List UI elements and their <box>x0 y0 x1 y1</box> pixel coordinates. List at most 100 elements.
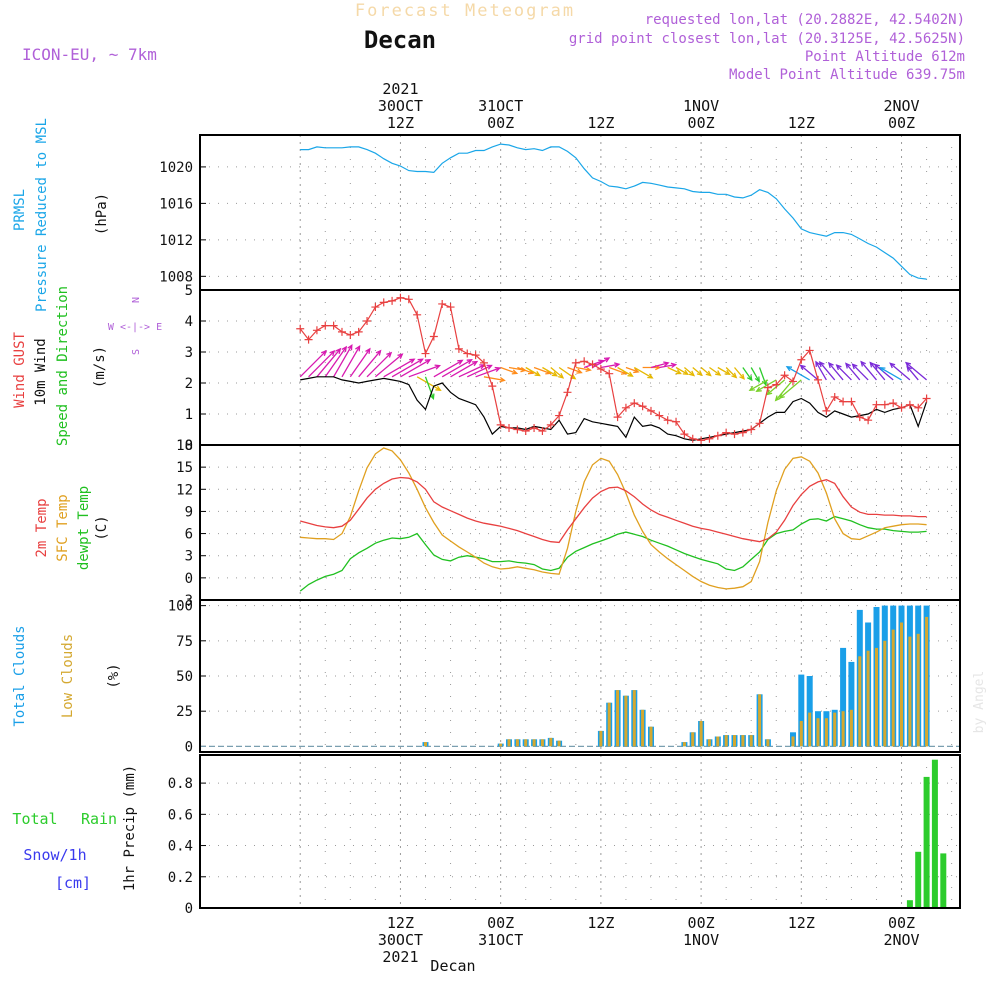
wind-arrow-head <box>511 369 519 375</box>
wind-arrow-head <box>827 361 834 369</box>
wind-arrow-head <box>754 376 760 383</box>
time-label-bottom: 12Z <box>387 914 414 932</box>
wind-arrow-head <box>851 363 858 370</box>
wind-gust-marker <box>788 377 797 386</box>
wind-direction-arrow <box>742 367 753 381</box>
wind-arrow-head <box>585 366 592 373</box>
wind-speed-line <box>300 376 928 442</box>
wind-gust-marker <box>588 360 597 369</box>
low-clouds-bar <box>799 721 803 747</box>
wind-gust-marker <box>463 349 472 358</box>
wind-gust-marker <box>446 303 455 312</box>
model-label: ICON-EU, ~ 7km <box>22 45 157 64</box>
wind-direction-label: Speed and Direction <box>55 286 71 446</box>
wind-gust-marker <box>346 330 355 339</box>
wind-gust-marker <box>763 383 772 392</box>
wind-gust-marker <box>538 427 547 436</box>
wind-gust-marker <box>897 403 906 412</box>
low-clouds-bar <box>649 726 653 747</box>
watermark: by Angel <box>972 671 987 734</box>
low-clouds-bar <box>515 739 519 747</box>
pressure-line <box>300 143 927 280</box>
wind-direction-arrow <box>852 363 869 381</box>
panel-frames <box>199 134 961 909</box>
wind-arrow-head <box>785 366 793 372</box>
wind-arrow-head <box>434 364 442 370</box>
wind-arrow-head <box>845 362 851 369</box>
wind-direction-arrow <box>333 344 353 378</box>
wind-direction-arrow <box>800 364 819 381</box>
wind-gust-marker <box>404 295 413 304</box>
low-clouds-bar <box>716 736 720 747</box>
wind-direction-arrow <box>650 362 669 369</box>
wind-direction-arrow <box>625 366 639 373</box>
wind-gust-marker <box>680 430 689 439</box>
wind-gust-marker <box>429 332 438 341</box>
y-tick-label: 1012 <box>159 233 193 249</box>
wind-direction-arrow <box>466 364 492 378</box>
wind-gust-marker <box>321 321 330 330</box>
low-clouds-bar <box>908 636 912 747</box>
wind-gust-marker <box>830 392 839 401</box>
low-clouds-bar <box>758 694 762 747</box>
wind-gust-marker <box>421 349 430 358</box>
wind-gust-marker <box>855 413 864 422</box>
wind-gust-marker <box>780 371 789 380</box>
wind-direction-arrow <box>845 363 861 381</box>
rain-bar <box>923 776 930 908</box>
wind-arrow-head <box>614 362 621 368</box>
wind-direction-arrow <box>600 363 620 369</box>
time-label-top: 12Z <box>788 114 815 132</box>
low-clouds-bar <box>925 616 929 747</box>
wind-arrow-head <box>799 364 806 371</box>
wind-arrow-head <box>774 395 781 402</box>
y-tick-label: 0.6 <box>168 807 193 823</box>
time-label-bottom: 31OCT <box>478 931 523 949</box>
low-clouds-bar <box>766 739 770 747</box>
low-clouds-bar <box>624 695 628 747</box>
wind-arrow-head <box>486 364 493 370</box>
wind-gust-marker <box>471 351 480 360</box>
wind-direction-arrow <box>358 350 381 378</box>
low-clouds-bar <box>883 640 887 747</box>
wind-gust-marker <box>546 420 555 429</box>
wind-direction-arrow <box>750 367 760 382</box>
wind-direction-arrow <box>675 366 689 375</box>
wind-gust-marker <box>530 423 539 432</box>
wind-direction-arrow <box>815 361 827 381</box>
wind-direction-arrow <box>819 361 836 381</box>
wind-arrow-head <box>335 347 342 354</box>
wind-gust-marker <box>621 403 630 412</box>
low-clouds-bar <box>791 736 795 747</box>
wind-gust-marker <box>630 399 639 408</box>
y-tick-label: 3 <box>185 549 193 565</box>
wind-gust-label: Wind GUST <box>12 332 28 408</box>
wind-gust-marker <box>822 406 831 415</box>
wind-arrow-head <box>499 376 506 383</box>
low-clouds-bar <box>691 732 695 747</box>
wind-arrow-head <box>494 366 502 373</box>
low-clouds-bar <box>866 650 870 747</box>
y-tick-label: -3 <box>176 593 193 609</box>
wind-arrow-head <box>633 367 640 374</box>
wind-gust-marker <box>337 327 346 336</box>
wind-arrow-head <box>365 347 371 355</box>
wind-arrow-head <box>386 351 393 358</box>
wind-gust-marker <box>354 327 363 336</box>
wind-arrow-head <box>534 371 541 377</box>
wind-gust-marker <box>329 321 338 330</box>
low-clouds-bar <box>682 742 686 747</box>
wind-direction-arrow <box>775 379 794 401</box>
low-clouds-bar <box>741 735 745 747</box>
wind-gust-marker <box>555 411 564 420</box>
y-tick-label: 3 <box>185 345 193 361</box>
wind-gust-marker <box>479 358 488 367</box>
wind-gust-marker <box>488 382 497 391</box>
wind-gust-marker <box>880 400 889 409</box>
wind-direction-arrow <box>433 359 463 378</box>
wind-gust-marker <box>697 436 706 445</box>
dewpoint-line <box>299 515 927 592</box>
wind-direction-arrow <box>316 348 341 378</box>
time-label-bottom: 30OCT <box>378 931 423 949</box>
time-label-bottom: 00Z <box>487 914 514 932</box>
